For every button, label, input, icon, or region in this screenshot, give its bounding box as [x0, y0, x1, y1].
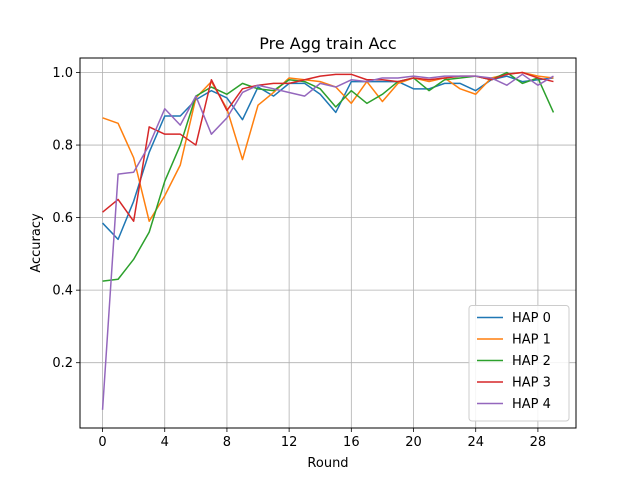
x-tick-label: 0: [98, 435, 106, 450]
series-line-0: [102, 75, 554, 241]
legend-box: [468, 305, 570, 422]
series-line-3: [102, 71, 554, 222]
legend: HAP 0 HAP 1 HAP 2 HAP 3 HAP 4: [468, 305, 570, 422]
chart-title: Pre Agg train Acc: [259, 34, 396, 53]
x-tick-label: 8: [223, 435, 231, 450]
legend-label: HAP 3: [512, 376, 551, 391]
legend-label: HAP 4: [512, 397, 551, 412]
grid: [80, 58, 576, 428]
plot-series: [101, 71, 555, 410]
y-axis-label: Accuracy: [29, 213, 44, 273]
x-tick-label: 20: [405, 435, 422, 450]
y-tick-label: 0.8: [52, 139, 73, 154]
y-tick-label: 1.0: [52, 66, 73, 81]
y-tick-label: 0.2: [52, 356, 73, 371]
x-tick-label: 28: [530, 435, 547, 450]
legend-label: HAP 1: [512, 333, 551, 348]
plot-frame: [79, 57, 577, 429]
x-tick-label: 24: [467, 435, 484, 450]
y-tick-label: 0.6: [52, 211, 73, 226]
y-tick-label: 0.4: [52, 284, 73, 299]
series-line-1: [102, 71, 554, 222]
x-tick-label: 16: [343, 435, 360, 450]
x-axis-label: Round: [307, 456, 348, 471]
x-tick-label: 4: [161, 435, 169, 450]
x-tick-label: 12: [281, 435, 298, 450]
legend-label: HAP 2: [512, 354, 551, 369]
axis-ticks: 0 4 8 12 16 20 24 28 0.2 0.4 0.6 0.8 1.0: [52, 66, 546, 450]
legend-label: HAP 0: [512, 311, 551, 326]
series-line-4: [101, 73, 554, 410]
